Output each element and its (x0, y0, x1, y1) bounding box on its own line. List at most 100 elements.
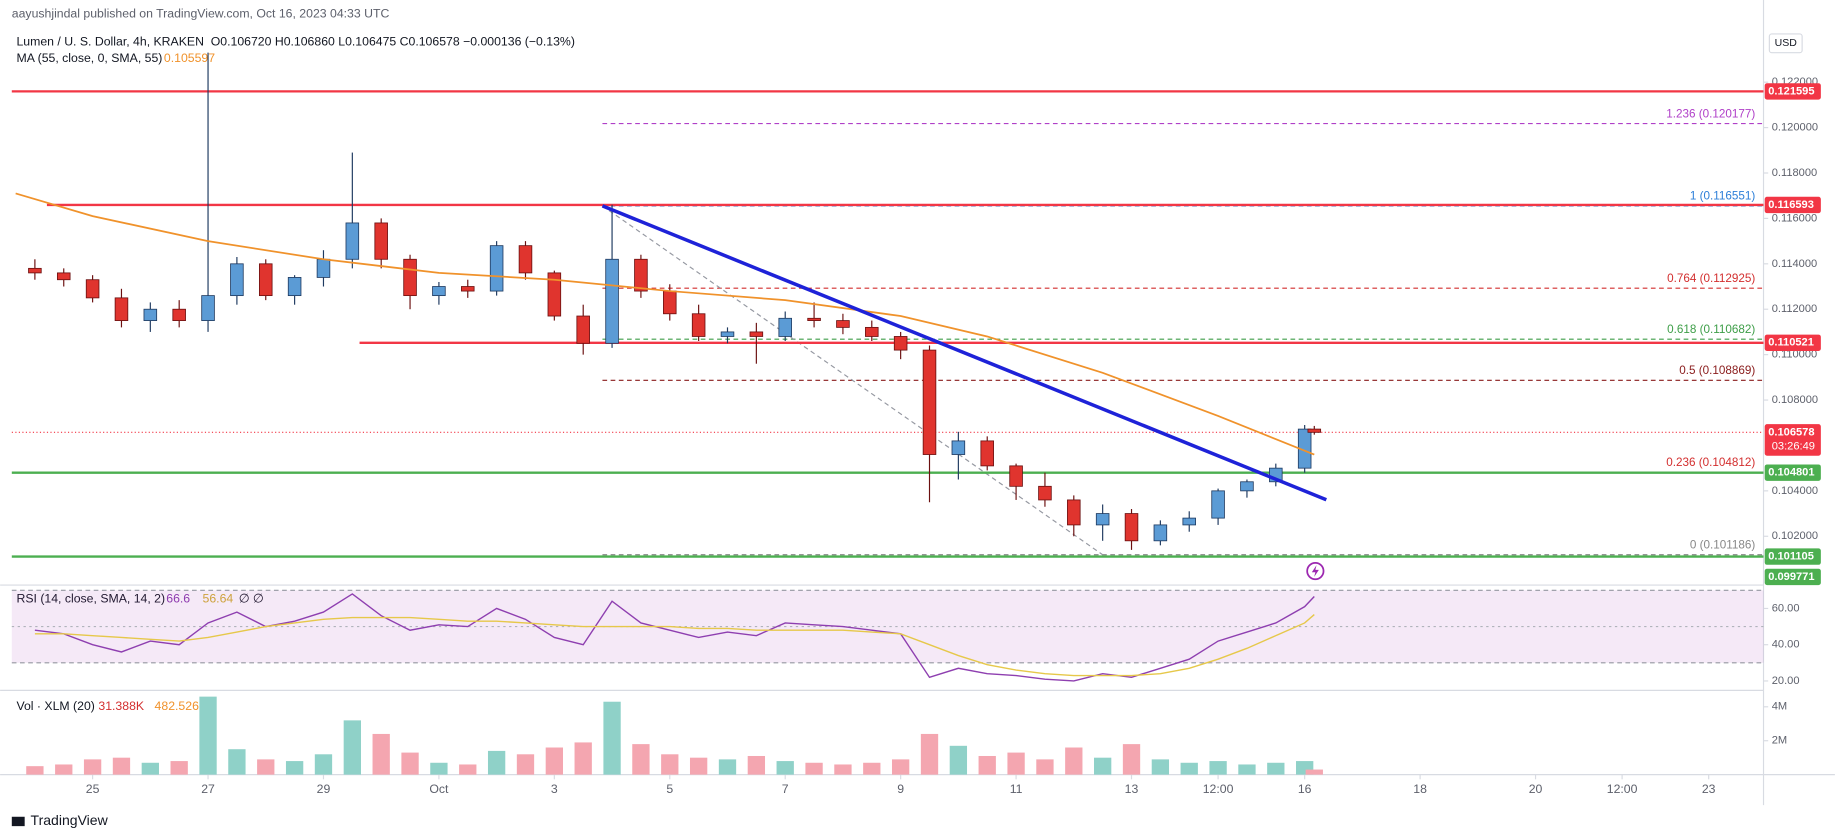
publisher: aayushjindal published on TradingView.co… (12, 6, 390, 20)
volume-bar (661, 754, 679, 775)
fib-guide (602, 205, 1103, 556)
level-tag (1764, 334, 1821, 351)
rsi-band (11, 590, 1764, 663)
candle-body (1009, 465, 1023, 487)
candle-body (1182, 517, 1196, 526)
volume-bar (1094, 757, 1112, 775)
volume-bar (920, 733, 939, 775)
ma-title: MA (55, close, 0, SMA, 55) (16, 51, 162, 65)
alert-icon[interactable] (1306, 561, 1325, 581)
countdown: 03:26:49 (1772, 440, 1815, 452)
y-tick-label: 0.118000 (1772, 167, 1818, 179)
volume-bar (516, 754, 535, 775)
x-tick-label: 13 (1125, 782, 1139, 796)
volume-bar (863, 762, 881, 775)
fib-label: 0.236 (0.104812) (1666, 456, 1755, 469)
level-tag-label: 0.121595 (1768, 85, 1814, 97)
fib-label: 0.5 (0.108869) (1679, 364, 1755, 377)
last-price-tag (1764, 424, 1821, 456)
volume-bar (112, 757, 131, 775)
level-tag-label: 0.110521 (1768, 337, 1814, 349)
candle-body (980, 440, 994, 467)
volume-bar (1151, 759, 1170, 775)
fib-label: 0 (0.101186) (1690, 538, 1756, 551)
volume-bar (978, 755, 996, 775)
candle-body (403, 258, 417, 297)
candle-body (605, 258, 619, 344)
level-tag-label: 0.099771 (1768, 571, 1814, 583)
y-tick-label: 0.108000 (1772, 394, 1818, 406)
volume-bar (1007, 752, 1025, 775)
candle-body (663, 290, 677, 315)
candle-body (316, 258, 331, 278)
candle-body (143, 308, 158, 321)
candle-body (1240, 481, 1254, 492)
currency-box[interactable] (1768, 33, 1803, 54)
x-tick-label: 23 (1702, 782, 1716, 796)
fib-label: 0.618 (0.110682) (1667, 323, 1755, 336)
volume-bar (689, 757, 708, 775)
candle-body (951, 440, 966, 455)
volume-bar (1238, 764, 1256, 775)
candle-body (1307, 428, 1322, 433)
x-tick-label: 3 (551, 782, 558, 796)
volume-bar (372, 733, 390, 775)
x-tick-label: Oct (429, 782, 449, 796)
candle-body (634, 258, 648, 292)
volume-bar (1122, 744, 1141, 775)
level-tag-label: 0.101105 (1768, 551, 1814, 563)
candle-body (1124, 513, 1139, 542)
volume-bar (632, 744, 650, 775)
candle-body (489, 245, 504, 292)
volume-bar (834, 764, 852, 775)
x-tick-label: 12:00 (1203, 782, 1234, 796)
volume-bar (1209, 761, 1227, 775)
moving-average (15, 192, 1315, 456)
rsi-value: 66.6 (166, 591, 190, 605)
x-tick-label: 25 (86, 782, 100, 796)
x-tick-label: 16 (1298, 782, 1312, 796)
volume-bar (1267, 762, 1285, 775)
volume-bar (545, 747, 564, 775)
volume-bar (459, 764, 477, 775)
candle-body (258, 263, 273, 297)
x-tick-label: 27 (201, 782, 215, 796)
volume-bar (603, 701, 621, 775)
y-tick-label: 20.00 (1772, 675, 1800, 687)
volume-bar (891, 759, 910, 775)
candle-body (807, 317, 821, 321)
candle-body (172, 308, 186, 321)
candle-body (518, 245, 533, 274)
y-tick-label: 40.00 (1772, 639, 1800, 651)
volume-bar (314, 754, 333, 775)
volume-bar (170, 761, 188, 775)
alert-bolt[interactable] (1311, 565, 1319, 577)
candle-body (28, 267, 42, 274)
vol-title: Vol · XLM (20) (16, 699, 94, 713)
level-tag (1764, 548, 1821, 565)
y-tick-label: 0.110000 (1772, 349, 1818, 361)
volume-bar (199, 696, 217, 775)
vol-stat: 31.388K (98, 699, 145, 713)
volume-bar (83, 759, 102, 775)
candle-body (1038, 485, 1052, 501)
x-tick-label: 12:00 (1607, 782, 1638, 796)
candle-body (461, 286, 475, 292)
vol-stat: 482.526K (155, 699, 208, 713)
volume-bar (228, 749, 246, 775)
volume-bar (1036, 759, 1054, 775)
x-tick-label: 29 (317, 782, 331, 796)
candle-body (547, 272, 562, 317)
y-tick-label: 0.102000 (1772, 530, 1818, 542)
volume-bar (487, 750, 506, 775)
y-tick-label: 0.112000 (1772, 303, 1818, 315)
x-tick-label: 18 (1413, 782, 1427, 796)
rsi-extra: ∅ ∅ (239, 591, 264, 605)
currency[interactable]: USD (1775, 37, 1798, 49)
volume-bar (949, 745, 968, 775)
volume-bar (574, 742, 592, 775)
candle-body (345, 222, 360, 260)
